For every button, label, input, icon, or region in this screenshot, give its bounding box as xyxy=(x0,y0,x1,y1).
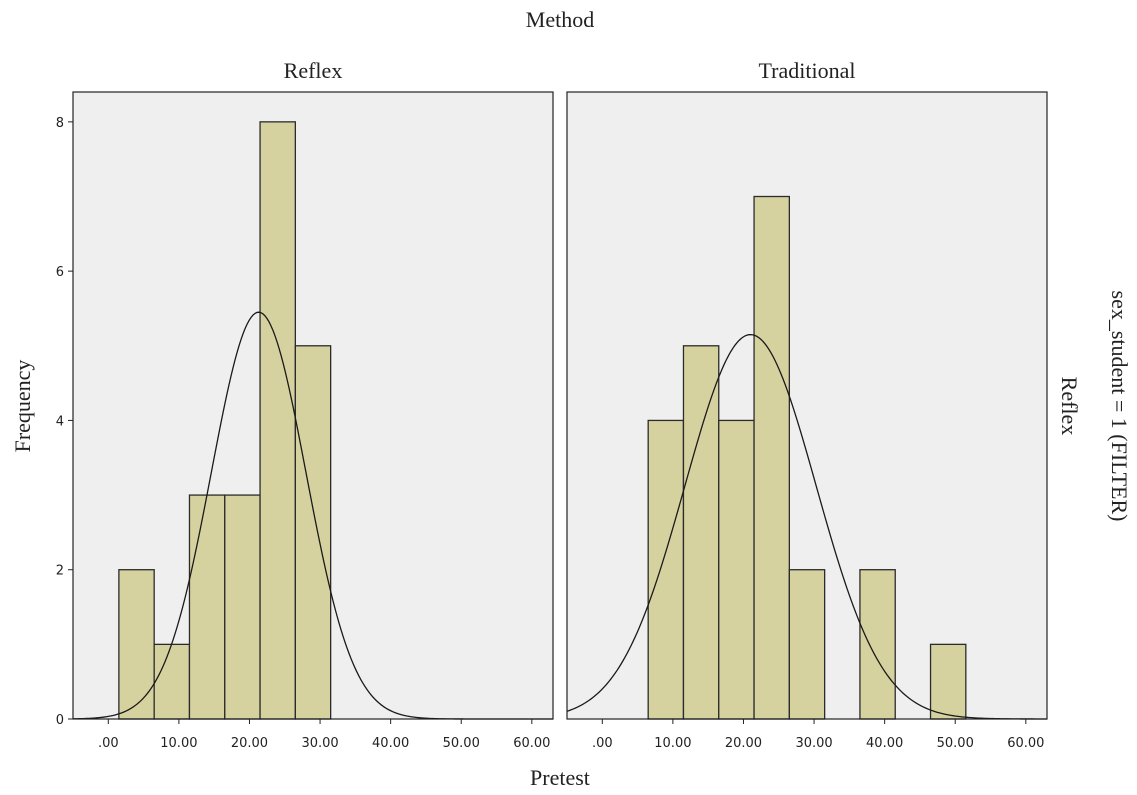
x-tick-label: 10.00 xyxy=(654,736,691,751)
panel-title: Traditional xyxy=(759,58,856,83)
x-tick-label: 50.00 xyxy=(443,736,480,751)
panels-group: Reflex .00 10.00 20.00 30.00 40.00 50.00 60.00 0… xyxy=(56,58,1048,751)
histogram-bar xyxy=(294,345,332,720)
x-tick-label: .00 xyxy=(592,736,613,751)
histogram-bar xyxy=(188,494,226,720)
y-tick-label: 6 xyxy=(56,265,64,280)
y-tick-label: 8 xyxy=(56,116,64,131)
x-tick-label: 50.00 xyxy=(937,736,974,751)
x-tick-label: 10.00 xyxy=(160,736,197,751)
x-tick-label: 20.00 xyxy=(231,736,268,751)
histogram-bar xyxy=(153,643,191,720)
y-tick-label: 2 xyxy=(56,564,64,579)
x-tick-label: 60.00 xyxy=(1007,736,1044,751)
histogram-bar xyxy=(788,569,826,720)
y-tick-label: 0 xyxy=(56,713,64,728)
x-tick-label: .00 xyxy=(98,736,119,751)
x-tick-label: 20.00 xyxy=(725,736,762,751)
y-tick-label: 4 xyxy=(56,414,64,429)
panel-frame xyxy=(566,91,1048,720)
normal-curve xyxy=(566,333,1048,720)
panel-reflex: Reflex .00 10.00 20.00 30.00 40.00 50.00 60.00 0… xyxy=(56,58,554,751)
x-tick-label: 30.00 xyxy=(301,736,338,751)
chart-title: Method xyxy=(526,7,594,32)
histogram-bar xyxy=(929,643,967,720)
histogram-bar xyxy=(718,419,755,720)
histogram-bar xyxy=(647,419,685,720)
histogram-bar xyxy=(118,569,155,720)
histogram-bar xyxy=(859,569,896,720)
x-tick-label: 40.00 xyxy=(866,736,903,751)
histogram-bar xyxy=(224,494,261,720)
histogram-bar xyxy=(259,121,297,720)
histogram-bar xyxy=(753,195,791,720)
panel-title: Reflex xyxy=(284,58,343,83)
histogram-bar xyxy=(682,345,720,720)
y-axis-label: Frequency xyxy=(10,360,35,453)
x-tick-label: 60.00 xyxy=(513,736,550,751)
panel-traditional: Traditional .00 10.00 20.00 30.00 40.00 50.00 6… xyxy=(566,58,1048,751)
panel-frame xyxy=(72,91,554,720)
x-tick-label: 40.00 xyxy=(372,736,409,751)
row-strip-label: Reflex xyxy=(1057,377,1082,436)
x-tick-label: 30.00 xyxy=(795,736,832,751)
x-axis-label: Pretest xyxy=(530,765,590,790)
row-filter-label: sex_student = 1 (FILTER) xyxy=(1107,291,1132,522)
